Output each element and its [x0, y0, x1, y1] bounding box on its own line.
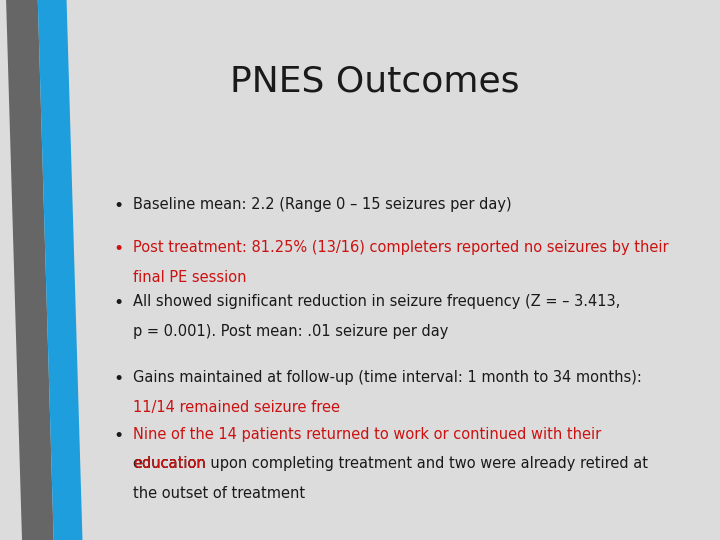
Text: education upon completing treatment and two were already retired at: education upon completing treatment and …	[133, 456, 648, 471]
Text: education: education	[133, 456, 206, 471]
Text: final PE session: final PE session	[133, 270, 247, 285]
Text: Nine of the 14 patients returned to work or continued with their: Nine of the 14 patients returned to work…	[133, 427, 601, 442]
Text: the outset of treatment: the outset of treatment	[133, 486, 305, 501]
Text: Baseline mean: 2.2 (Range 0 – 15 seizures per day): Baseline mean: 2.2 (Range 0 – 15 seizure…	[133, 197, 512, 212]
Text: •: •	[114, 197, 124, 215]
Text: All showed significant reduction in seizure frequency (Z = – 3.413,: All showed significant reduction in seiz…	[133, 294, 621, 309]
Text: •: •	[114, 240, 124, 258]
Text: p = 0.001). Post mean: .01 seizure per day: p = 0.001). Post mean: .01 seizure per d…	[133, 324, 449, 339]
Text: Gains maintained at follow-up (time interval: 1 month to 34 months):: Gains maintained at follow-up (time inte…	[133, 370, 642, 385]
Text: education: education	[133, 456, 206, 471]
Text: PNES Outcomes: PNES Outcomes	[230, 65, 519, 99]
Text: education upon completing treatment and two were already retired at: education upon completing treatment and …	[133, 456, 648, 471]
Text: •: •	[114, 370, 124, 388]
Text: •: •	[114, 294, 124, 312]
Text: Post treatment: 81.25% (13/16) completers reported no seizures by their: Post treatment: 81.25% (13/16) completer…	[133, 240, 669, 255]
Text: 11/14 remained seizure free: 11/14 remained seizure free	[133, 400, 340, 415]
Text: •: •	[114, 427, 124, 444]
